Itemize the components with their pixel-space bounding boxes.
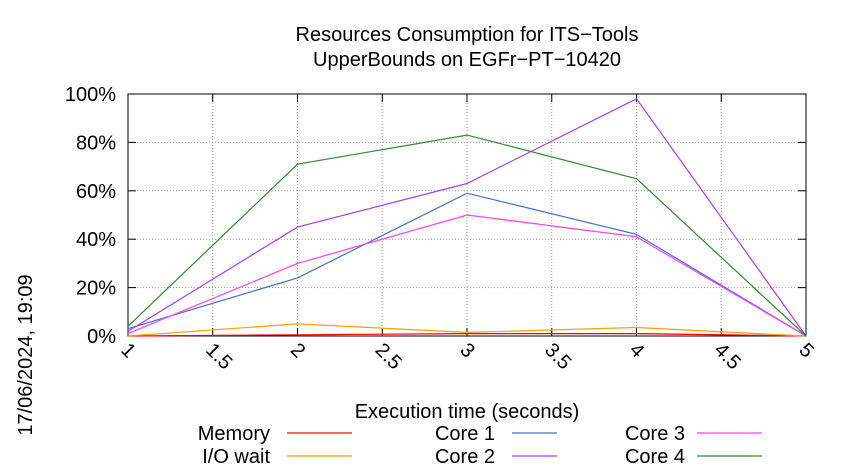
x-tick-label: 1	[116, 339, 139, 362]
series-lines	[127, 98, 807, 337]
series-line-core-4	[127, 134, 807, 337]
legend-label-memory: Memory	[198, 423, 270, 445]
plot-border	[127, 93, 807, 337]
legend-label-core-2: Core 2	[435, 446, 495, 468]
series-line-memory	[127, 333, 807, 337]
grid	[128, 94, 806, 336]
x-tick-label: 4	[625, 339, 648, 362]
series-line-i-o-wait	[127, 323, 807, 337]
x-tick-label: 4.5	[710, 339, 745, 374]
x-tick-label: 3	[455, 339, 478, 362]
legend-label-core-3: Core 3	[625, 423, 685, 445]
series-line-core-1	[127, 192, 807, 337]
series-line-core-3	[127, 214, 807, 337]
y-tick-label: 0%	[87, 326, 116, 348]
legend-label-core-4: Core 4	[625, 446, 685, 468]
x-tick-label: 5	[794, 339, 817, 362]
chart-title-line-1: Resources Consumption for ITS−Tools	[296, 24, 639, 46]
y-tick-label: 80%	[76, 132, 116, 154]
y-tick-label: 100%	[65, 84, 116, 106]
legend-label-i-o-wait: I/O wait	[202, 446, 270, 468]
x-axis-label: Execution time (seconds)	[355, 401, 580, 423]
x-tick-label: 2	[286, 339, 309, 362]
axes	[127, 93, 807, 337]
series-line-core-2	[127, 98, 807, 337]
chart-title-line-2: UpperBounds on EGFr−PT−10420	[313, 49, 621, 71]
y-tick-label: 60%	[76, 181, 116, 203]
legend-label-core-1: Core 1	[435, 423, 495, 445]
x-tick-label: 1.5	[201, 339, 236, 374]
y-tick-label: 40%	[76, 229, 116, 251]
x-tick-label: 3.5	[540, 339, 575, 374]
x-tick-label: 2.5	[371, 339, 406, 374]
timestamp: 17/06/2024, 19:09	[15, 274, 37, 435]
y-tick-label: 20%	[76, 278, 116, 300]
